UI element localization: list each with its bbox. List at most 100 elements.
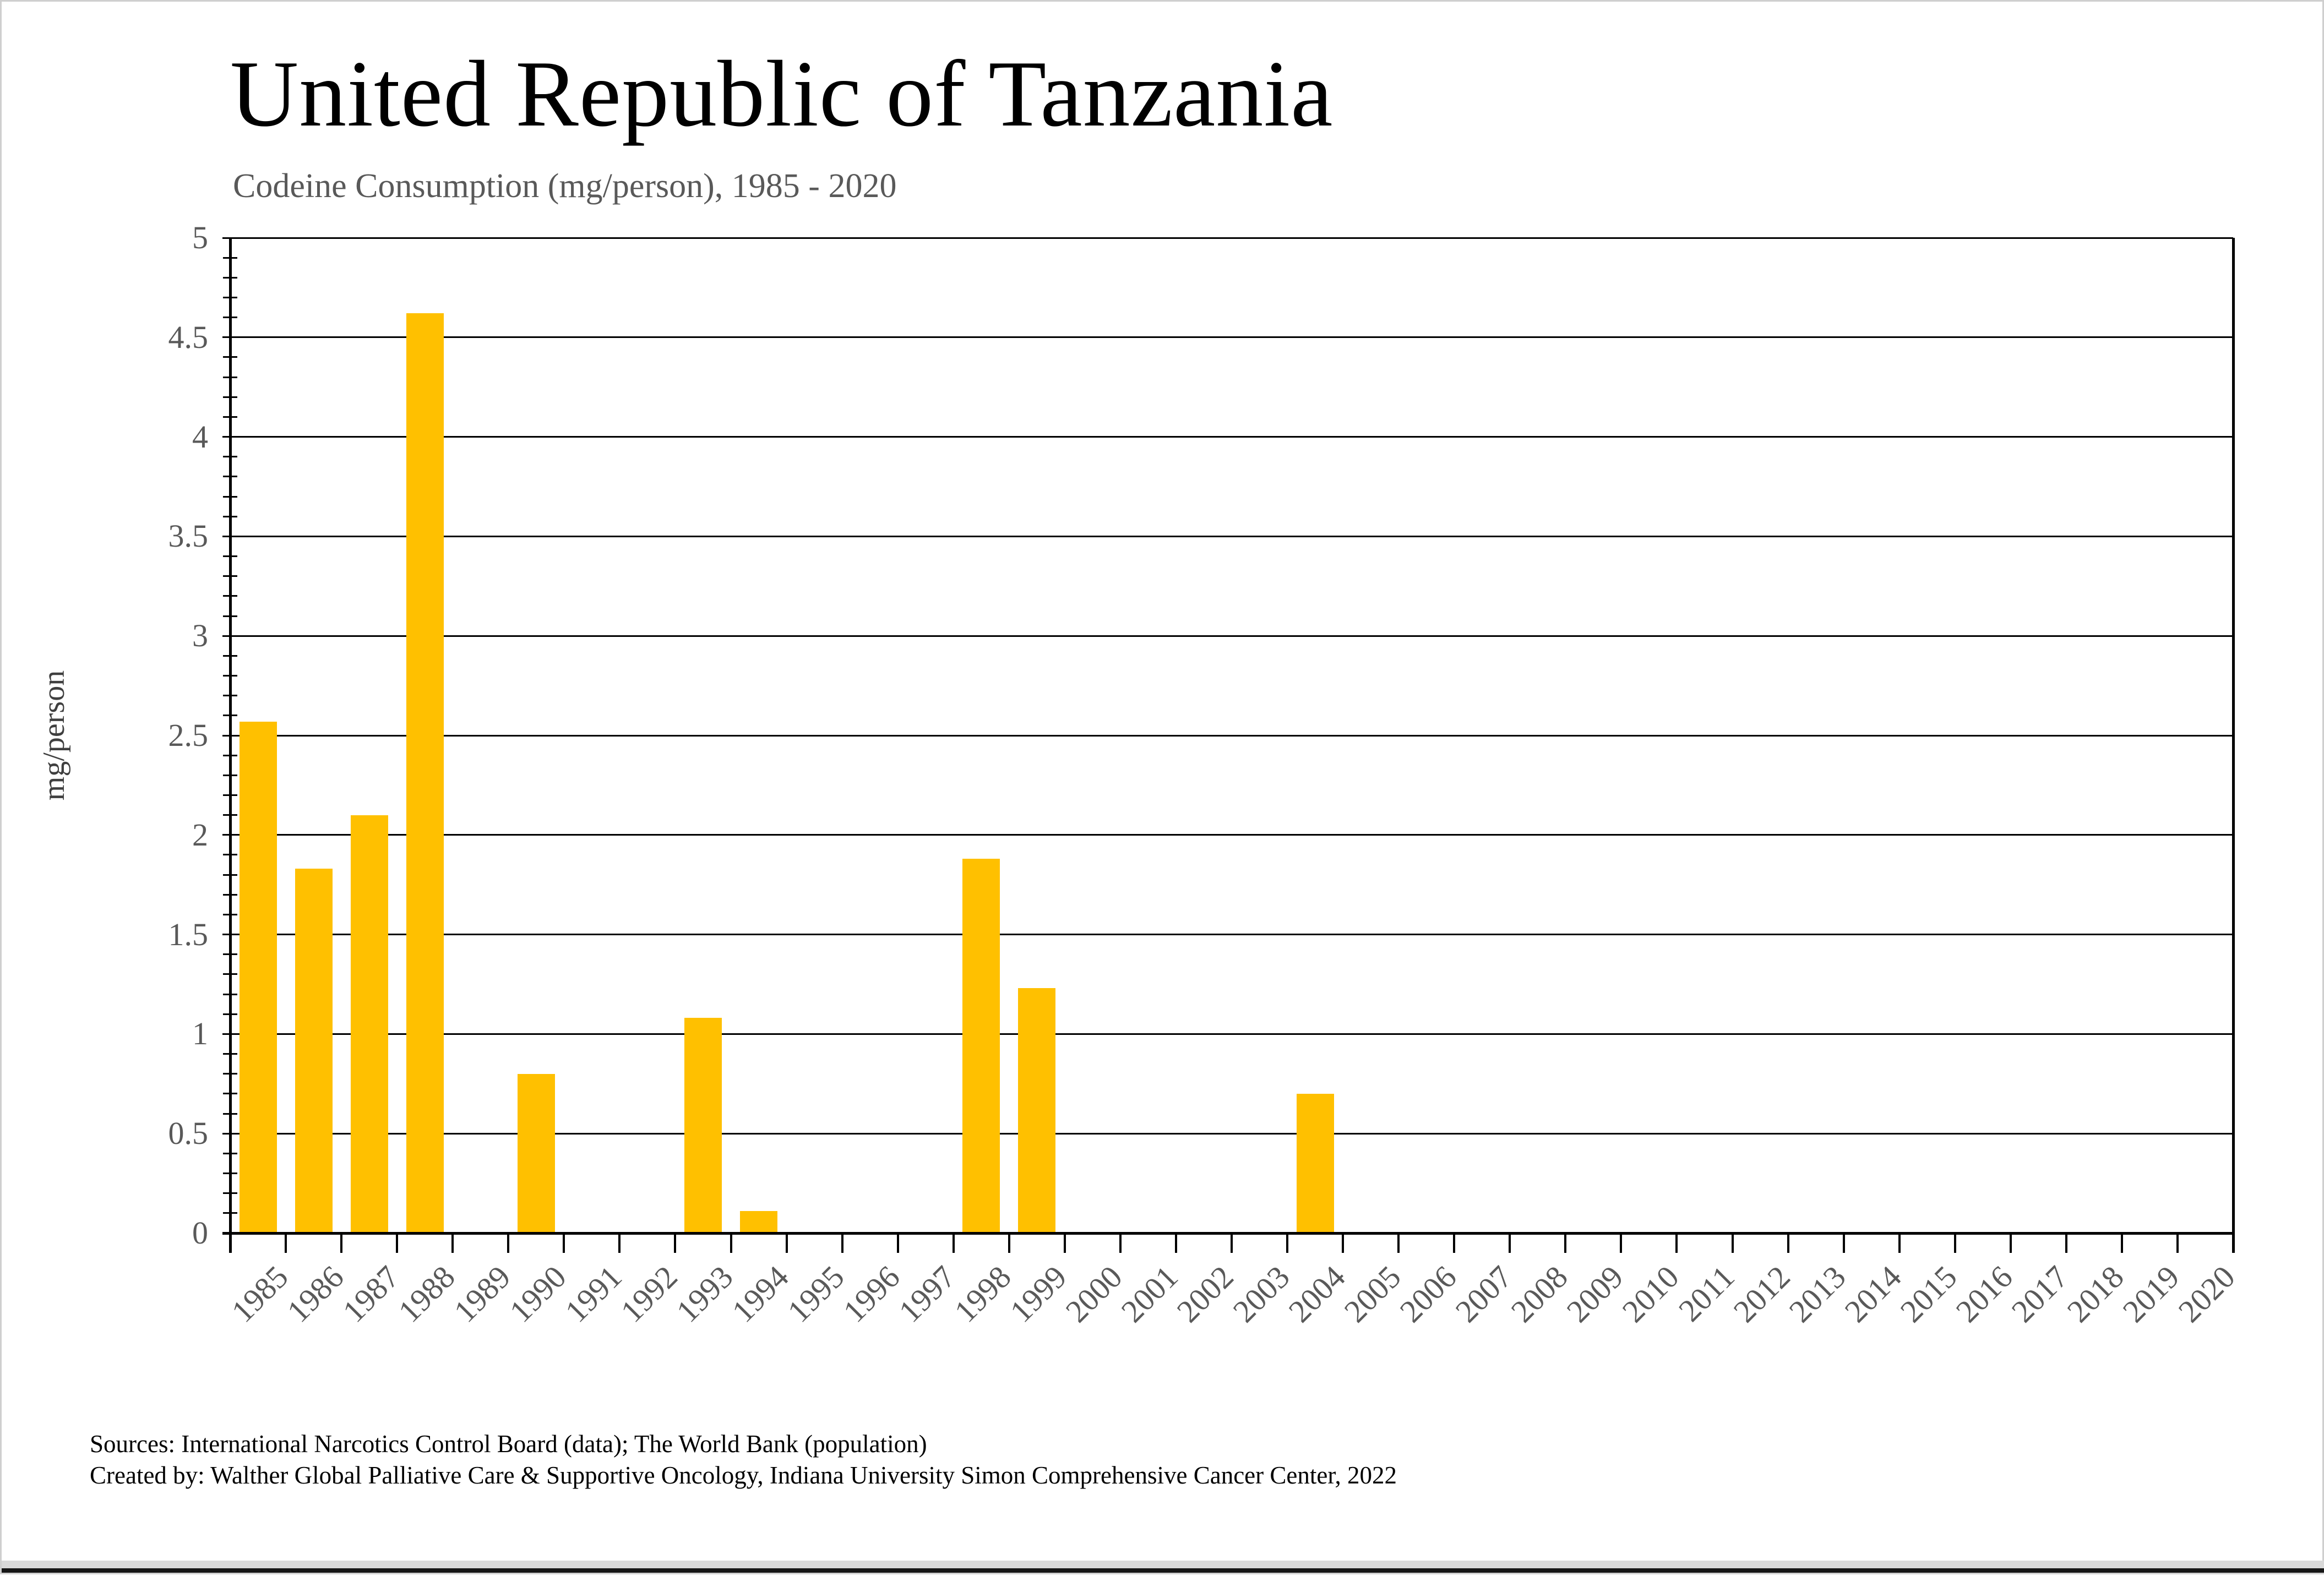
y-tick-label: 5: [192, 220, 208, 255]
y-gridline: [222, 237, 2233, 239]
x-tick-label-text: 2011: [1672, 1258, 1741, 1329]
x-tick-label-text: 1987: [335, 1258, 406, 1329]
y-tick-label: 4.5: [168, 319, 209, 355]
window-bottom-edge: [2, 1561, 2324, 1568]
x-axis-tick: [396, 1233, 399, 1253]
x-tick-label-text: 1986: [280, 1258, 351, 1329]
window-bottom-border: [2, 1568, 2324, 1573]
bar-1985: [239, 721, 277, 1233]
x-axis-tick: [507, 1233, 510, 1253]
x-tick-label-text: 2010: [1615, 1258, 1686, 1329]
x-tick-label-text: 2006: [1392, 1258, 1463, 1329]
x-axis-tick: [451, 1233, 454, 1253]
x-axis-line: [222, 1231, 2233, 1235]
bar-1990: [517, 1073, 555, 1233]
x-axis-tick: [1953, 1233, 1956, 1253]
source-note: Sources: International Narcotics Control…: [90, 1428, 1397, 1491]
x-tick-label-text: 2016: [1949, 1258, 2020, 1329]
x-axis-tick: [674, 1233, 677, 1253]
plot-right-border: [2232, 238, 2235, 1253]
x-axis-tick: [2009, 1233, 2012, 1253]
bar-1993: [684, 1018, 722, 1233]
x-axis-tick: [1008, 1233, 1010, 1253]
x-axis-tick: [563, 1233, 565, 1253]
bar-2004: [1296, 1093, 1334, 1233]
x-axis-tick: [1174, 1233, 1177, 1253]
x-axis-tick: [730, 1233, 732, 1253]
y-tick-label: 3: [192, 618, 208, 654]
chart-subtitle: Codeine Consumption (mg/person), 1985 - …: [233, 167, 897, 205]
y-gridline: [222, 436, 2233, 438]
chart-title: United Republic of Tanzania: [230, 42, 1334, 146]
x-axis-tick: [1453, 1233, 1456, 1253]
y-tick-label: 2.5: [168, 717, 209, 753]
x-axis-tick: [1842, 1233, 1845, 1253]
x-axis-tick: [340, 1233, 343, 1253]
x-axis-tick: [2065, 1233, 2067, 1253]
y-tick-label: 4: [192, 418, 208, 455]
x-tick-label-text: 1996: [836, 1258, 907, 1329]
bar-1999: [1018, 988, 1056, 1233]
x-axis-tick: [285, 1233, 287, 1253]
y-gridline: [222, 1132, 2233, 1135]
x-tick-label-text: 2019: [2116, 1258, 2187, 1329]
x-tick-label-text: 2018: [2060, 1258, 2131, 1329]
x-axis-tick: [618, 1233, 621, 1253]
y-tick-label: 1.5: [168, 916, 209, 952]
x-axis-tick: [1675, 1233, 1678, 1253]
x-tick-label-text: 1985: [224, 1258, 295, 1329]
x-tick-label-text: 2000: [1059, 1258, 1130, 1329]
x-axis-tick: [1731, 1233, 1734, 1253]
y-tick-label: 3.5: [168, 518, 209, 554]
x-tick-label-text: 1991: [558, 1258, 629, 1329]
y-gridline: [222, 336, 2233, 339]
x-tick-label-text: 1993: [669, 1258, 740, 1329]
x-tick-label-text: 1989: [447, 1258, 518, 1329]
x-axis-tick: [1119, 1233, 1122, 1253]
y-gridline: [222, 834, 2233, 836]
x-tick-label-text: 1995: [780, 1258, 851, 1329]
bar-1987: [350, 815, 388, 1233]
y-gridline: [222, 635, 2233, 637]
x-axis-tick: [1286, 1233, 1289, 1253]
x-tick-label-text: 1999: [1003, 1258, 1074, 1329]
sources-line-2: Created by: Walther Global Palliative Ca…: [90, 1462, 1397, 1489]
x-tick-label-text: 2003: [1226, 1258, 1297, 1329]
x-tick-label-text: 2015: [1893, 1258, 1964, 1329]
x-tick-label-text: 1992: [613, 1258, 684, 1329]
x-tick-label-text: 2014: [1837, 1258, 1908, 1329]
x-tick-label-text: 1988: [391, 1258, 462, 1329]
x-tick-label-text: 2005: [1337, 1258, 1408, 1329]
x-tick-label-text: 2008: [1504, 1258, 1575, 1329]
y-gridline: [222, 934, 2233, 936]
x-tick-label-text: 2012: [1726, 1258, 1797, 1329]
x-axis-tick: [1231, 1233, 1233, 1253]
bar-1998: [962, 859, 1000, 1233]
x-axis-tick: [1620, 1233, 1623, 1253]
x-axis-tick: [2176, 1233, 2179, 1253]
x-axis-tick: [952, 1233, 955, 1253]
x-tick-label-text: 1998: [947, 1258, 1018, 1329]
y-gridline: [222, 1033, 2233, 1035]
y-tick-label: 2: [192, 816, 208, 853]
x-tick-label-text: 1994: [725, 1258, 796, 1329]
x-tick-label-text: 1990: [502, 1258, 573, 1329]
x-axis-tick: [1564, 1233, 1567, 1253]
x-tick-label-text: 2001: [1114, 1258, 1185, 1329]
x-axis-tick: [896, 1233, 899, 1253]
x-tick-label-text: 2013: [1782, 1258, 1853, 1329]
x-tick-label-text: 2020: [2171, 1258, 2243, 1329]
y-gridline: [222, 535, 2233, 537]
x-axis-tick: [1898, 1233, 1901, 1253]
bar-1986: [295, 869, 333, 1233]
x-axis-tick: [785, 1233, 788, 1253]
x-axis-tick: [2120, 1233, 2123, 1253]
sources-line-1: Sources: International Narcotics Control…: [90, 1430, 927, 1458]
y-gridline: [222, 734, 2233, 737]
x-axis-tick: [1397, 1233, 1400, 1253]
x-tick-label-text: 2007: [1448, 1258, 1519, 1329]
x-tick-label-text: 2017: [2004, 1258, 2075, 1329]
y-tick-label: 1: [192, 1016, 208, 1052]
